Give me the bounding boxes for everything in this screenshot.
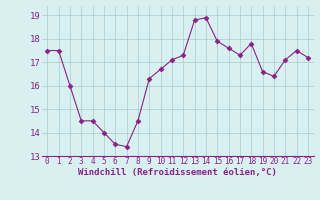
X-axis label: Windchill (Refroidissement éolien,°C): Windchill (Refroidissement éolien,°C) [78, 168, 277, 177]
